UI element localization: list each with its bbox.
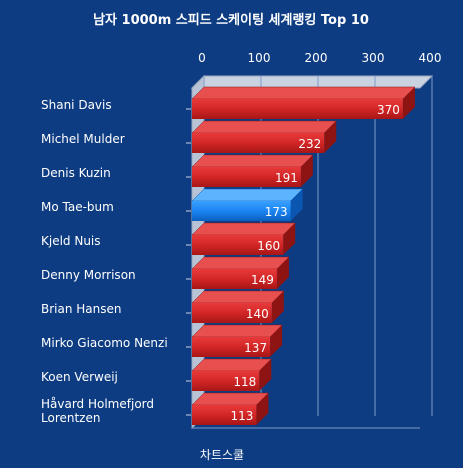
category-labels: Shani Davis Michel Mulder Denis Kuzin Mo Ta… xyxy=(41,98,191,425)
data-label-5: 149 xyxy=(251,273,274,287)
data-label-4: 160 xyxy=(257,239,280,253)
data-label-9: 113 xyxy=(231,409,254,423)
bar-top-7 xyxy=(191,324,283,338)
category-label-1: Michel Mulder xyxy=(41,132,125,146)
bar-front-1 xyxy=(192,133,325,153)
bar-top-4 xyxy=(191,222,296,236)
category-label-0: Shani Davis xyxy=(41,98,112,112)
data-label-3: 173 xyxy=(265,205,288,219)
bar-side-5 xyxy=(276,257,289,289)
bar-top-5 xyxy=(191,256,290,270)
bar-side-2 xyxy=(300,155,313,187)
category-label-7: Mirko Giacomo Nenzi xyxy=(41,336,168,350)
bar-top-2 xyxy=(191,154,314,168)
bar-top-8 xyxy=(191,358,272,372)
category-label-5: Denny Morrison xyxy=(41,268,136,282)
bar-0 xyxy=(191,86,416,119)
category-label-3: Mo Tae-bum xyxy=(41,200,114,214)
plot-top-face xyxy=(190,75,434,89)
bar-front-7 xyxy=(192,337,271,357)
bar-side-8 xyxy=(259,359,272,391)
bar-side-7 xyxy=(270,325,283,357)
bar-highlight xyxy=(191,188,304,221)
bar-1 xyxy=(191,120,337,153)
bar-top-9 xyxy=(191,392,270,406)
bar-top-1 xyxy=(191,120,337,134)
category-label-6: Brian Hansen xyxy=(41,302,122,316)
bar-front-2 xyxy=(192,167,301,187)
bar-side-6 xyxy=(271,291,284,323)
bar-side-1 xyxy=(324,121,337,153)
bar-side-4 xyxy=(283,223,296,255)
bar-side-9 xyxy=(256,393,269,425)
category-label-9: Håvard Holmefjord Lorentzen xyxy=(41,397,154,425)
bar-8 xyxy=(191,358,272,391)
x-tick-label-300: 300 xyxy=(362,51,385,65)
category-label-2: Denis Kuzin xyxy=(41,166,111,180)
bar-side-3 xyxy=(290,189,303,221)
bar-4 xyxy=(191,222,296,255)
data-label-6: 140 xyxy=(246,307,269,321)
x-tick-label-100: 100 xyxy=(248,51,271,65)
bar-7 xyxy=(191,324,283,357)
x-tick-label-200: 200 xyxy=(305,51,328,65)
bar-front-5 xyxy=(192,269,277,289)
category-label-4: Kjeld Nuis xyxy=(41,234,101,248)
bar-front-3 xyxy=(192,201,291,221)
data-label-2: 191 xyxy=(275,171,298,185)
data-labels: 370 232 191 173 160 149 140 137 118 113 xyxy=(231,103,400,423)
data-label-7: 137 xyxy=(244,341,267,355)
bar-side-0 xyxy=(402,87,415,119)
watermark: 차트스쿨 xyxy=(200,448,244,462)
bar-front-4 xyxy=(192,235,284,255)
bar-top-3 xyxy=(191,188,304,202)
chart-title: 남자 1000m 스피드 스케이팅 세계랭킹 Top 10 xyxy=(93,12,369,28)
x-axis-ticks: 0 100 200 300 400 xyxy=(198,51,441,65)
data-label-0: 370 xyxy=(377,103,400,117)
bar-9 xyxy=(191,392,270,425)
bar-5 xyxy=(191,256,290,289)
bar-front-0 xyxy=(192,99,403,119)
bar-front-8 xyxy=(192,371,260,391)
category-label-8: Koen Verweij xyxy=(41,370,118,384)
bar-front-9 xyxy=(192,405,257,425)
bar-6 xyxy=(191,290,285,323)
bar-2 xyxy=(191,154,314,187)
bar-top-0 xyxy=(191,86,416,100)
data-label-1: 232 xyxy=(298,137,321,151)
bar-top-6 xyxy=(191,290,285,304)
bar-front-6 xyxy=(192,303,272,323)
x-tick-label-0: 0 xyxy=(198,51,206,65)
bars xyxy=(191,86,416,425)
x-tick-label-400: 400 xyxy=(419,51,442,65)
data-label-8: 118 xyxy=(233,375,256,389)
